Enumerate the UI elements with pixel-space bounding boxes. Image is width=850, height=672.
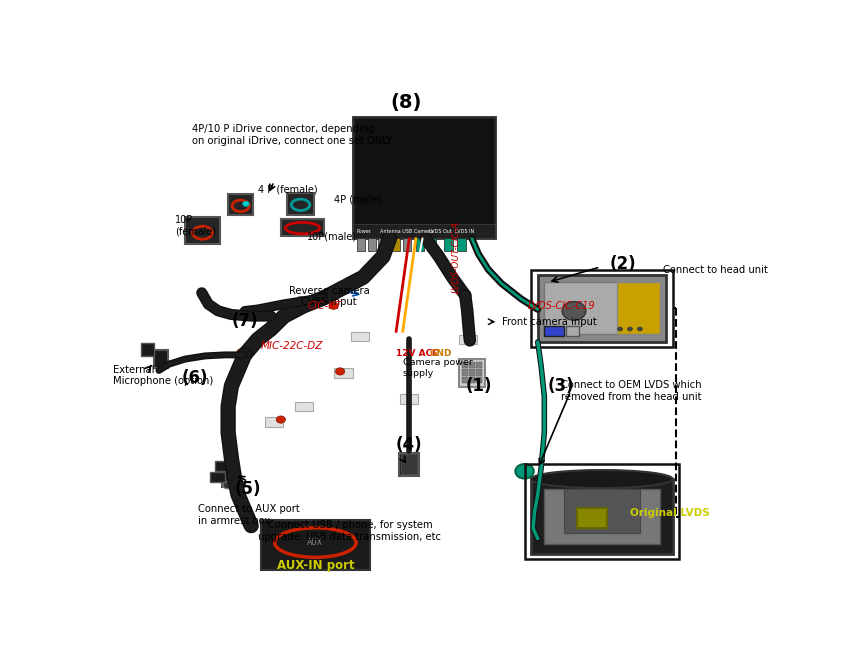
Bar: [228, 194, 253, 215]
Bar: [524, 464, 679, 559]
Bar: [459, 335, 477, 344]
Bar: [617, 282, 660, 334]
Text: Front camera input: Front camera input: [502, 317, 596, 327]
Text: 10P
(female): 10P (female): [175, 215, 217, 237]
Circle shape: [296, 297, 305, 304]
Bar: [400, 453, 419, 476]
Bar: [427, 239, 435, 251]
Bar: [287, 194, 314, 215]
Bar: [457, 239, 466, 251]
Circle shape: [627, 327, 632, 331]
Text: Connect to OEM LVDS which
removed from the head unit: Connect to OEM LVDS which removed from t…: [561, 380, 701, 402]
Text: (4): (4): [396, 436, 422, 454]
Text: LVDS Out: LVDS Out: [429, 229, 452, 235]
Text: Reverse camera
CVBS input: Reverse camera CVBS input: [288, 286, 369, 307]
Text: (2): (2): [610, 255, 637, 274]
Text: AUX-IN port: AUX-IN port: [277, 559, 354, 572]
Text: LVDS-OUT-CIC-A: LVDS-OUT-CIC-A: [452, 220, 461, 293]
Bar: [368, 239, 377, 251]
Text: (6): (6): [182, 369, 208, 387]
Bar: [215, 461, 231, 471]
Bar: [459, 358, 485, 387]
Circle shape: [562, 302, 586, 321]
Circle shape: [515, 464, 534, 478]
Text: 4P/10 P iDrive connector, depending
on original iDrive, connect one set ONLY: 4P/10 P iDrive connector, depending on o…: [192, 124, 392, 146]
Bar: [544, 282, 660, 334]
Bar: [401, 454, 417, 474]
Text: AUX: AUX: [308, 538, 323, 547]
Circle shape: [336, 368, 345, 375]
Bar: [334, 368, 353, 378]
Bar: [354, 117, 495, 239]
Bar: [354, 224, 495, 239]
Text: LVDS IN: LVDS IN: [456, 229, 474, 235]
Bar: [577, 507, 607, 528]
Bar: [477, 362, 483, 368]
Text: CIC-KT: CIC-KT: [307, 301, 342, 310]
Circle shape: [236, 349, 246, 356]
Text: Connect to head unit: Connect to head unit: [663, 265, 768, 274]
Bar: [400, 394, 418, 403]
Bar: [185, 217, 219, 244]
Circle shape: [223, 482, 232, 489]
Bar: [462, 362, 468, 368]
Bar: [281, 300, 300, 309]
Bar: [538, 275, 666, 342]
Text: 4 P (female): 4 P (female): [258, 184, 317, 194]
Bar: [462, 370, 468, 376]
Bar: [265, 417, 283, 427]
Text: Camera power
supply: Camera power supply: [403, 358, 473, 378]
Bar: [378, 239, 387, 251]
Circle shape: [617, 327, 623, 331]
Bar: [531, 479, 672, 554]
Text: 10P(male): 10P(male): [307, 232, 357, 242]
Circle shape: [329, 302, 338, 309]
Bar: [544, 489, 660, 544]
Bar: [280, 219, 324, 236]
Bar: [416, 239, 424, 251]
Text: Connect USB / phone, for system
upgrade, USB data transmission, etc: Connect USB / phone, for system upgrade,…: [258, 520, 441, 542]
Circle shape: [242, 201, 249, 206]
Bar: [445, 239, 453, 251]
Text: (1): (1): [465, 377, 491, 395]
Text: (8): (8): [390, 93, 422, 112]
Bar: [210, 472, 224, 482]
Bar: [469, 377, 475, 383]
Bar: [531, 269, 672, 347]
Circle shape: [638, 327, 643, 331]
Bar: [357, 239, 366, 251]
Text: External
Microphone (option): External Microphone (option): [113, 365, 213, 386]
Text: 12V ACC: 12V ACC: [396, 349, 439, 358]
Bar: [469, 362, 475, 368]
Bar: [477, 377, 483, 383]
Bar: [564, 489, 640, 534]
Bar: [403, 239, 411, 251]
Bar: [351, 332, 369, 341]
Bar: [140, 343, 154, 356]
Text: 4P (male): 4P (male): [333, 195, 381, 205]
Text: Connect to AUX port
in armrest box: Connect to AUX port in armrest box: [199, 505, 300, 526]
Text: (7): (7): [231, 312, 258, 330]
Bar: [462, 377, 468, 383]
Text: Original LVDS: Original LVDS: [630, 508, 710, 517]
Text: Power: Power: [357, 229, 371, 235]
Bar: [295, 402, 313, 411]
Bar: [566, 327, 579, 336]
Ellipse shape: [531, 470, 672, 488]
Bar: [477, 370, 483, 376]
Text: GND: GND: [429, 349, 451, 358]
Bar: [154, 349, 168, 368]
Bar: [261, 520, 370, 570]
Text: LVDS-CIC-C19: LVDS-CIC-C19: [528, 301, 596, 310]
Text: Antenna USB Camera: Antenna USB Camera: [380, 229, 433, 235]
Text: (5): (5): [235, 480, 261, 499]
Bar: [222, 466, 234, 487]
Bar: [469, 370, 475, 376]
Text: MIC-22C-DZ: MIC-22C-DZ: [261, 341, 324, 351]
Bar: [392, 239, 400, 251]
Bar: [298, 296, 316, 305]
Text: (3): (3): [547, 377, 574, 395]
Circle shape: [276, 416, 286, 423]
Bar: [544, 327, 564, 336]
